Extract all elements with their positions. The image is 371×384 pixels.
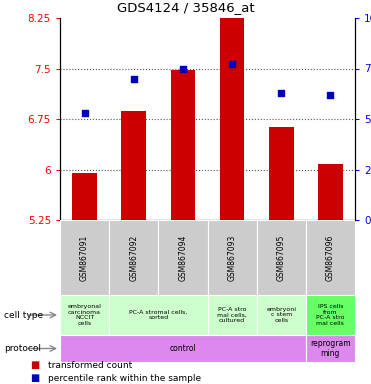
Text: protocol: protocol bbox=[4, 344, 41, 353]
Bar bbox=[257, 220, 306, 295]
Text: GSM867093: GSM867093 bbox=[227, 234, 237, 281]
Text: GSM867096: GSM867096 bbox=[326, 234, 335, 281]
Text: PC-A stromal cells,
sorted: PC-A stromal cells, sorted bbox=[129, 310, 187, 320]
Bar bbox=[60, 295, 109, 335]
Text: GSM867092: GSM867092 bbox=[129, 234, 138, 281]
Text: IPS cells
from
PC-A stro
mal cells: IPS cells from PC-A stro mal cells bbox=[316, 304, 345, 326]
Bar bbox=[207, 220, 257, 295]
Bar bbox=[306, 220, 355, 295]
Bar bbox=[318, 164, 343, 220]
Bar bbox=[109, 220, 158, 295]
Bar bbox=[257, 295, 306, 335]
Bar bbox=[306, 335, 355, 362]
Point bbox=[328, 92, 334, 98]
Bar bbox=[158, 220, 207, 295]
Bar bbox=[121, 111, 146, 220]
Bar bbox=[72, 173, 97, 220]
Bar bbox=[269, 127, 293, 220]
Text: GSM867091: GSM867091 bbox=[80, 234, 89, 281]
Bar bbox=[60, 220, 109, 295]
Text: PC-A stro
mal cells,
cultured: PC-A stro mal cells, cultured bbox=[217, 307, 247, 323]
Text: embryonal
carcinoma
NCCIT
cells: embryonal carcinoma NCCIT cells bbox=[68, 304, 102, 326]
Point bbox=[131, 76, 137, 82]
Point bbox=[229, 61, 235, 68]
Bar bbox=[220, 0, 244, 220]
Point bbox=[82, 110, 88, 116]
Bar bbox=[306, 295, 355, 335]
Text: control: control bbox=[170, 344, 196, 353]
Point bbox=[278, 90, 284, 96]
Text: GSM867094: GSM867094 bbox=[178, 234, 187, 281]
Point bbox=[180, 65, 186, 71]
Text: transformed count: transformed count bbox=[48, 361, 132, 370]
Bar bbox=[207, 295, 257, 335]
Text: cell type: cell type bbox=[4, 311, 43, 319]
Text: reprogram
ming: reprogram ming bbox=[310, 339, 351, 358]
Bar bbox=[60, 335, 306, 362]
Bar bbox=[171, 70, 195, 220]
Text: embryoni
c stem
cells: embryoni c stem cells bbox=[266, 307, 296, 323]
Text: GSM867095: GSM867095 bbox=[277, 234, 286, 281]
Text: ■: ■ bbox=[30, 374, 39, 384]
Text: ■: ■ bbox=[30, 360, 39, 370]
Bar bbox=[109, 295, 207, 335]
Text: percentile rank within the sample: percentile rank within the sample bbox=[48, 374, 201, 383]
Text: GDS4124 / 35846_at: GDS4124 / 35846_at bbox=[117, 1, 254, 14]
